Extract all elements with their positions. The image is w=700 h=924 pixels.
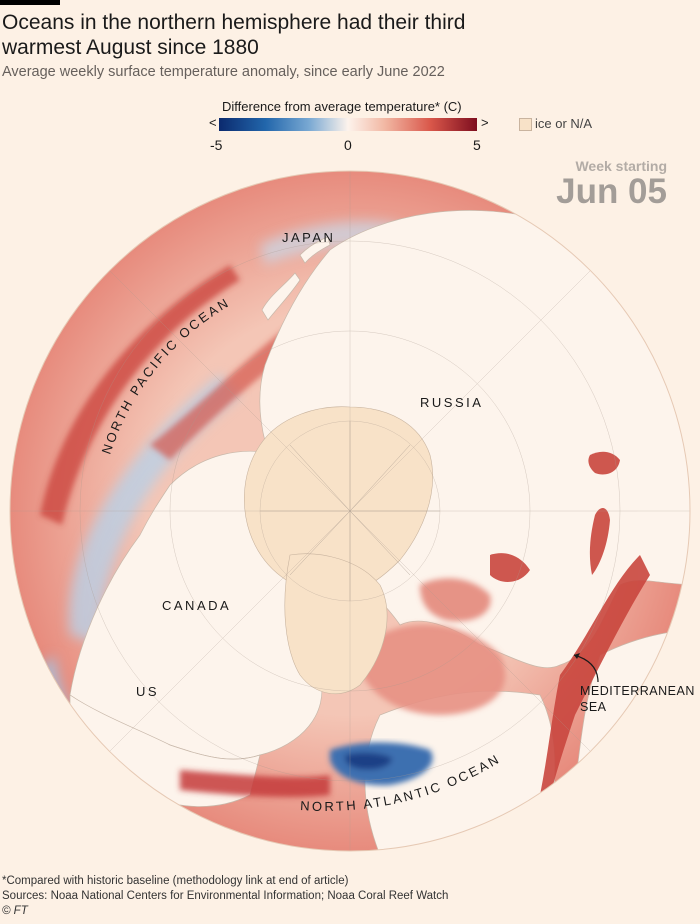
japan-north-landmass — [299, 236, 331, 264]
atlantic-warm-patches — [180, 578, 506, 798]
inland-seas — [490, 451, 650, 805]
globe-outline — [9, 170, 691, 852]
mediterranean-arrowhead — [574, 653, 580, 659]
greenland-ice — [284, 553, 388, 694]
baltic-sea — [490, 553, 530, 582]
label-us: US — [136, 684, 159, 699]
legend-arrow-right: > — [481, 115, 489, 130]
brand-bar — [0, 0, 60, 5]
footnote: *Compared with historic baseline (method… — [2, 875, 349, 887]
legend-arrow-left: < — [209, 115, 217, 130]
globe-map: JAPAN RUSSIA CANADA US NORTH PACIFIC OCE… — [9, 170, 695, 852]
black-sea — [588, 451, 620, 475]
legend-color-scale — [219, 118, 477, 131]
legend-tick-max: 5 — [473, 137, 481, 153]
label-mediterranean-2: SEA — [580, 700, 607, 714]
copyright: © FT — [2, 905, 28, 917]
chart-title: Oceans in the northern hemisphere had th… — [2, 11, 466, 59]
week-label: Week starting — [575, 158, 667, 174]
pole-lines — [260, 421, 440, 601]
legend-tick-min: -5 — [210, 137, 223, 153]
chart-subtitle: Average weekly surface temperature anoma… — [2, 64, 445, 80]
caspian-sea — [589, 508, 610, 575]
legend-title: Difference from average temperature* (C) — [222, 99, 462, 114]
label-russia: RUSSIA — [420, 395, 483, 410]
ice-swatch — [519, 118, 532, 131]
label-japan: JAPAN — [282, 230, 335, 245]
atlantic-cold-patch — [330, 742, 433, 786]
japan-landmass — [261, 272, 301, 321]
legend-tick-zero: 0 — [344, 137, 352, 153]
mediterranean-sea — [540, 555, 650, 805]
week-value: Jun 05 — [556, 172, 667, 211]
label-canada: CANADA — [162, 598, 231, 613]
footer: *Compared with historic baseline (method… — [2, 874, 448, 919]
ice-label: ice or N/A — [535, 116, 593, 131]
mediterranean-label: MEDITERRANEAN SEA — [580, 684, 695, 714]
label-mediterranean-1: MEDITERRANEAN — [580, 684, 695, 698]
sources: Sources: Noaa National Centers for Envir… — [2, 890, 449, 902]
